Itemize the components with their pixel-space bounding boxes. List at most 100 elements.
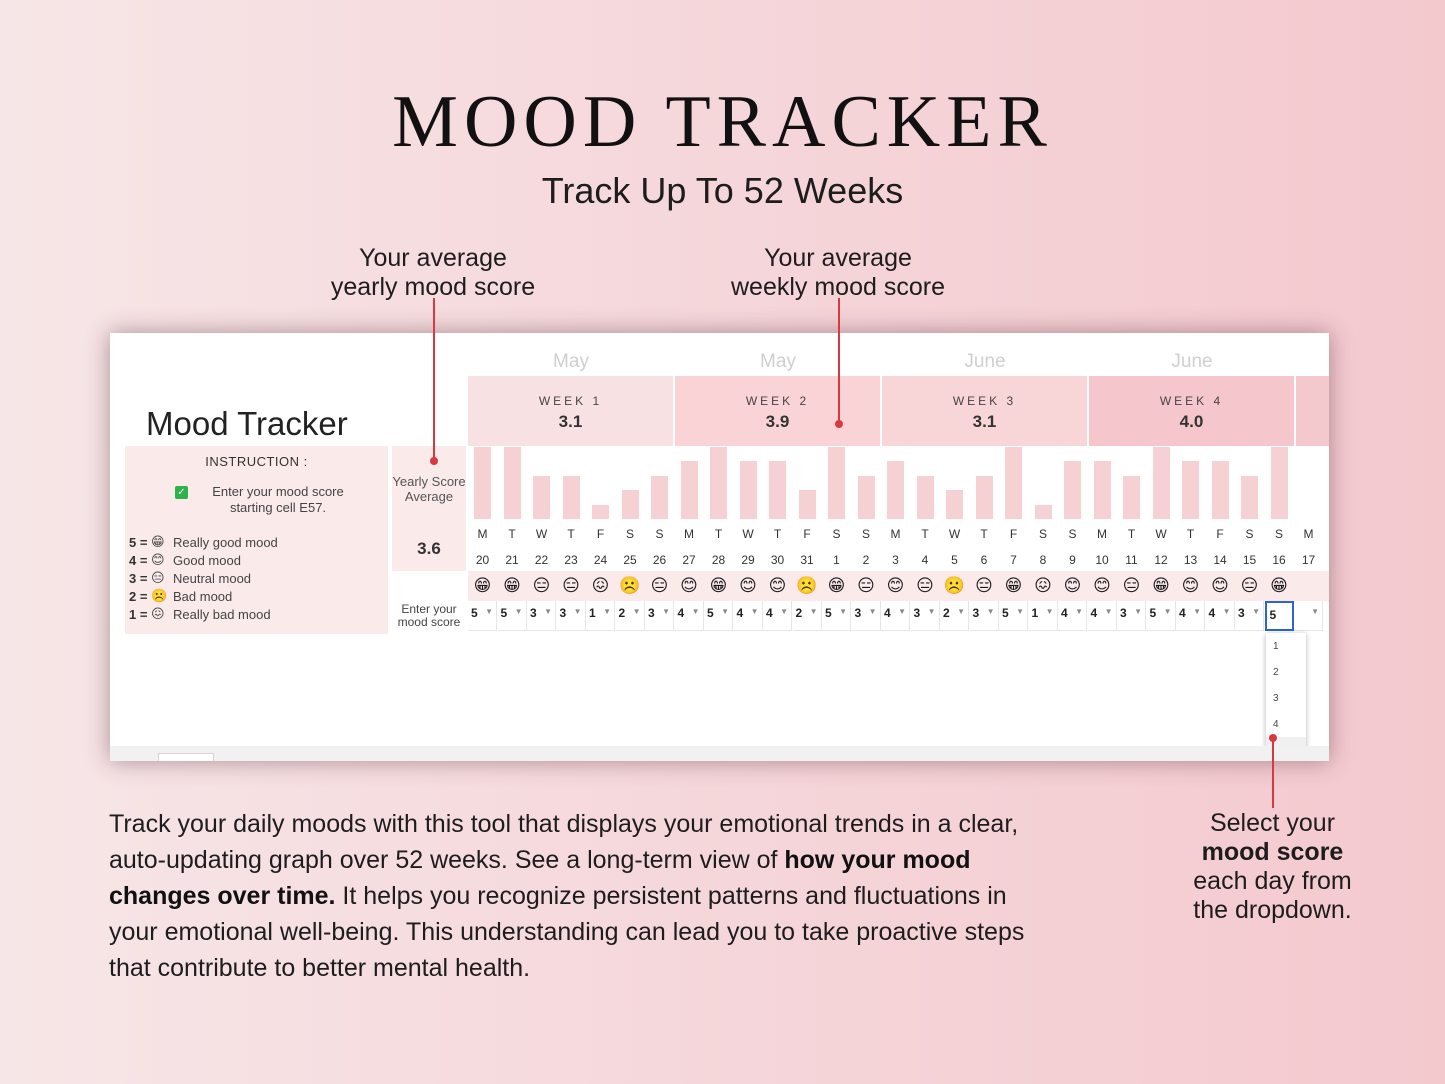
score-cell[interactable]: 1 ▼	[1028, 601, 1058, 631]
score-cell[interactable]: 2 ▼	[792, 601, 822, 631]
mood-bar	[474, 447, 491, 519]
mood-bar	[739, 461, 757, 519]
score-cell[interactable]: 5 ▼	[497, 601, 527, 631]
mood-emoji-icon: 😊	[886, 576, 905, 595]
day-of-week: M	[1097, 527, 1107, 541]
month-label: May	[553, 351, 589, 372]
mood-bar	[916, 475, 934, 519]
score-cell[interactable]: 3 ▼	[969, 601, 999, 631]
score-cell[interactable]: 4 ▼	[1176, 601, 1205, 631]
day-date: 27	[682, 553, 696, 567]
dropdown-option[interactable]: 4	[1266, 711, 1306, 737]
sheet-tab[interactable]	[158, 753, 214, 761]
score-cell[interactable]: 3 ▼	[527, 601, 556, 631]
day-of-week: S	[832, 527, 841, 541]
day-of-week: T	[508, 527, 516, 541]
mood-bar	[975, 475, 993, 519]
callout-yearly: Your average yearly mood score	[300, 244, 566, 302]
day-of-week: F	[803, 527, 811, 541]
week-header-next	[1296, 376, 1329, 446]
mood-emoji-icon: 😊	[1063, 576, 1082, 595]
callout-select-line4: the dropdown.	[1193, 896, 1352, 924]
score-cell[interactable]: 3 ▼	[645, 601, 674, 631]
score-cell-empty[interactable]: ▼	[1294, 601, 1323, 631]
score-cell[interactable]: 2 ▼	[940, 601, 969, 631]
mood-bar	[798, 490, 816, 519]
score-cell[interactable]: 4 ▼	[1205, 601, 1235, 631]
mood-bar	[769, 461, 786, 519]
mood-emoji-icon: 😊	[151, 552, 165, 567]
score-cell[interactable]: 3 ▼	[910, 601, 940, 631]
description-bold: how your mood changes over time.	[109, 846, 971, 910]
day-date: 13	[1183, 553, 1198, 567]
day-of-week: S	[1038, 527, 1047, 541]
dropdown-option[interactable]: 2	[1266, 659, 1306, 685]
score-cell[interactable]: 3 ▼	[851, 601, 881, 631]
score-value: 2	[943, 606, 950, 620]
day-of-week: S	[861, 527, 870, 541]
score-cell[interactable]: 3 ▼	[1117, 601, 1146, 631]
score-cell[interactable]: 3 ▼	[556, 601, 586, 631]
chevron-down-icon: ▼	[839, 607, 847, 616]
week-header: WEEK 1 3.1	[468, 376, 673, 446]
score-cell[interactable]: 4 ▼	[881, 601, 910, 631]
callout-yearly-line2: yearly mood score	[330, 273, 536, 301]
score-cell[interactable]: 2 ▼	[615, 601, 645, 631]
score-cell[interactable]: 5 ▼	[704, 601, 733, 631]
month-label: June	[1171, 351, 1213, 372]
week-average-value: 4.0	[1179, 412, 1204, 431]
spreadsheet-panel: Mood Tracker INSTRUCTION : ✓ Enter your …	[110, 333, 1329, 761]
mood-bar	[710, 447, 727, 519]
score-value: 3	[854, 606, 862, 620]
score-cell[interactable]: 4 ▼	[733, 601, 763, 631]
mood-emoji-icon: 😁	[151, 534, 165, 549]
day-date: 31	[800, 553, 814, 567]
score-cell[interactable]: 4 ▼	[1058, 601, 1087, 631]
score-value: 5	[471, 606, 478, 620]
mood-emoji-icon: 😊	[680, 576, 698, 595]
legend-label: Bad mood	[173, 588, 233, 604]
score-cell[interactable]: 3 ▼	[1235, 601, 1264, 631]
score-cell[interactable]: 5 ▼	[1146, 601, 1176, 631]
legend-row: 1 = 😖 Really bad mood	[129, 605, 271, 623]
score-value: 3	[648, 606, 655, 620]
score-cell-selected[interactable]: 5▼	[1264, 601, 1294, 631]
mood-bar	[651, 475, 668, 519]
score-cell[interactable]: 4 ▼	[1087, 601, 1117, 631]
day-of-week: F	[1216, 527, 1224, 541]
legend-number: 3 =	[129, 570, 148, 586]
dropdown-option[interactable]: 1	[1266, 633, 1306, 659]
day-date: 15	[1242, 553, 1257, 567]
mood-emoji-icon: 😑	[857, 576, 875, 595]
score-cell[interactable]: 5 ▼	[999, 601, 1028, 631]
day-date: 28	[711, 553, 726, 567]
chevron-down-icon: ▼	[986, 607, 995, 616]
mood-bar	[1123, 475, 1140, 519]
score-value: 1	[589, 606, 596, 620]
day-date: 7	[1010, 553, 1017, 567]
sheet-tab-bar	[110, 746, 1329, 761]
emoji-row-background	[468, 571, 1329, 601]
mood-bar	[680, 461, 698, 519]
day-date: 20	[475, 553, 490, 567]
dropdown-option[interactable]: 3	[1266, 685, 1306, 711]
score-cell[interactable]: 5 ▼	[822, 601, 851, 631]
month-label: June	[964, 351, 1006, 372]
score-value: 5	[1002, 606, 1009, 620]
chevron-down-icon: ▼	[603, 607, 611, 616]
day-date: 26	[652, 553, 667, 567]
legend-label: Neutral mood	[173, 570, 252, 586]
callout-weekly-dot	[835, 420, 843, 428]
mood-emoji-icon: 😖	[591, 576, 610, 595]
score-value: 2	[795, 606, 803, 620]
mood-emoji-icon: 😑	[916, 576, 934, 595]
week-header: WEEK 4 4.0	[1089, 376, 1294, 446]
callout-select: Select your mood score each day from the…	[1150, 809, 1395, 925]
chevron-down-icon: ▼	[662, 607, 670, 616]
mood-bar	[592, 504, 609, 519]
score-cell[interactable]: 4 ▼	[674, 601, 704, 631]
score-cell[interactable]: 5 ▼	[468, 601, 497, 631]
score-cell[interactable]: 1 ▼	[586, 601, 615, 631]
score-cell[interactable]: 4 ▼	[763, 601, 792, 631]
chevron-down-icon: ▼	[1222, 607, 1231, 616]
